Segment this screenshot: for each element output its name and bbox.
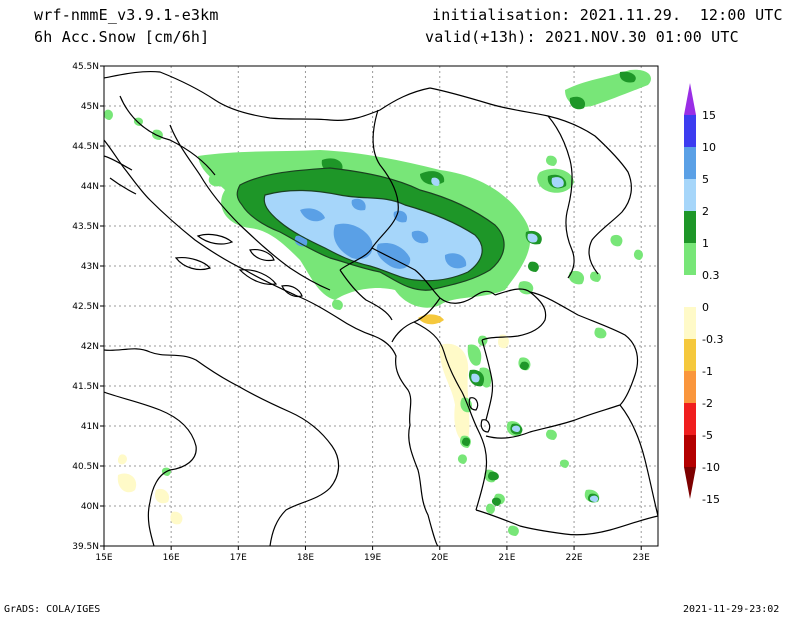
legend-swatch bbox=[684, 435, 696, 467]
valid-time: valid(+13h): 2021.NOV.30 01:00 UTC bbox=[425, 28, 739, 46]
lat-tick-label: 43.5N bbox=[72, 222, 99, 232]
legend-swatch bbox=[684, 211, 696, 243]
lon-tick-label: 17E bbox=[230, 553, 247, 563]
legend-level-label: 2 bbox=[702, 205, 709, 218]
legend-bottom-arrow bbox=[684, 467, 696, 499]
legend-swatch bbox=[684, 115, 696, 147]
lat-tick-label: 41N bbox=[81, 422, 99, 432]
model-name: wrf-nmmE_v3.9.1-e3km bbox=[34, 6, 219, 24]
legend-level-label: -5 bbox=[702, 429, 713, 442]
lat-tick-label: 40.5N bbox=[72, 462, 99, 472]
coastlines-borders bbox=[104, 70, 658, 546]
axis-labels: 15E 16E 17E 18E 19E 20E 21E 22E 23E 45.5N 45N 44.5N… bbox=[72, 62, 650, 563]
footer-right: 2021-11-29-23:02 bbox=[683, 604, 780, 615]
legend-swatch bbox=[684, 179, 696, 211]
lon-tick-label: 22E bbox=[565, 553, 582, 563]
legend-swatch bbox=[684, 307, 696, 339]
lat-tick-label: 44N bbox=[81, 182, 99, 192]
lon-tick-label: 20E bbox=[431, 553, 448, 563]
legend-level-label: -0.3 bbox=[702, 333, 723, 346]
legend-swatch bbox=[684, 243, 696, 275]
legend-level-label: 0.3 bbox=[702, 269, 720, 282]
lon-tick-label: 21E bbox=[498, 553, 515, 563]
legend-swatch bbox=[684, 339, 696, 371]
lat-tick-label: 41.5N bbox=[72, 382, 99, 392]
lat-tick-label: 40N bbox=[81, 502, 99, 512]
lon-tick-label: 19E bbox=[364, 553, 381, 563]
lat-tick-label: 42.5N bbox=[72, 302, 99, 312]
legend-level-label: 5 bbox=[702, 173, 709, 186]
legend-level-label: -10 bbox=[702, 461, 720, 474]
lon-tick-label: 18E bbox=[297, 553, 314, 563]
legend-top-arrow bbox=[684, 83, 696, 115]
legend-level-label: 15 bbox=[702, 109, 716, 122]
lat-tick-label: 45N bbox=[81, 102, 99, 112]
legend-level-label: -15 bbox=[702, 493, 720, 506]
legend-swatch bbox=[684, 371, 696, 403]
lon-tick-label: 23E bbox=[633, 553, 650, 563]
legend-swatch bbox=[684, 403, 696, 435]
legend-swatch bbox=[684, 147, 696, 179]
color-legend: 15 10 5 2 1 0.3 0 -0.3 -1 -2 -5 -10 -15 bbox=[684, 83, 723, 506]
snow-fields bbox=[104, 69, 651, 536]
legend-level-label: 0 bbox=[702, 301, 709, 314]
lat-tick-label: 42N bbox=[81, 342, 99, 352]
legend-swatch bbox=[684, 275, 696, 307]
lon-tick-label: 16E bbox=[163, 553, 180, 563]
lat-tick-label: 44.5N bbox=[72, 142, 99, 152]
lat-tick-label: 43N bbox=[81, 262, 99, 272]
field-name: 6h Acc.Snow [cm/6h] bbox=[34, 28, 210, 46]
lat-tick-label: 39.5N bbox=[72, 542, 99, 552]
legend-level-label: -2 bbox=[702, 397, 713, 410]
init-time: initialisation: 2021.11.29. 12:00 UTC bbox=[432, 6, 783, 24]
footer-left: GrADS: COLA/IGES bbox=[4, 604, 101, 615]
legend-level-label: 10 bbox=[702, 141, 716, 154]
legend-level-label: -1 bbox=[702, 365, 713, 378]
legend-level-label: 1 bbox=[702, 237, 709, 250]
lon-tick-label: 15E bbox=[95, 553, 112, 563]
lat-tick-label: 45.5N bbox=[72, 62, 99, 72]
